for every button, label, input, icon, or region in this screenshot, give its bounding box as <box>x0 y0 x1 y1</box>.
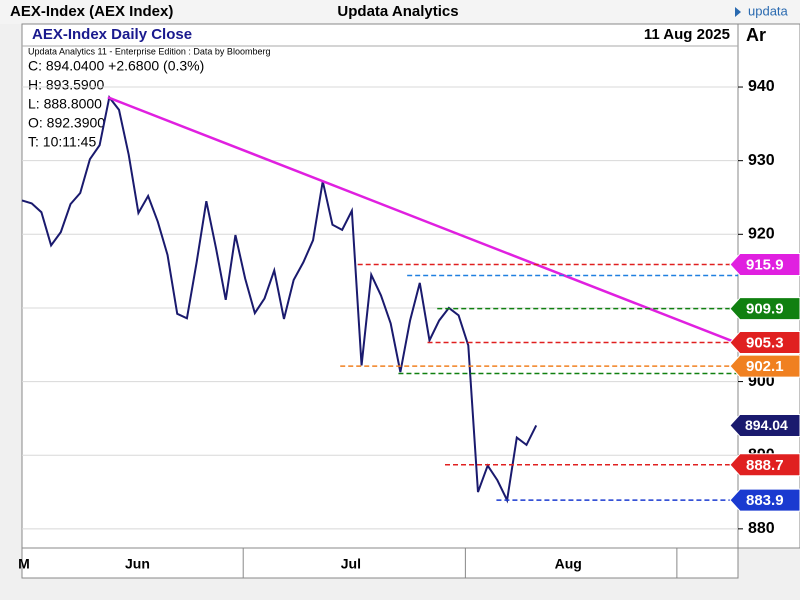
window-title: AEX-Index (AEX Index) <box>10 3 173 20</box>
info-line: Updata Analytics 11 - Enterprise Edition… <box>28 46 270 56</box>
info-line: L: 888.8000 <box>28 96 102 112</box>
x-tick-label: Jun <box>125 556 150 572</box>
logo: updata <box>748 3 789 18</box>
flag-label: 909.9 <box>746 301 784 318</box>
trend-line <box>107 96 739 345</box>
info-line: O: 892.3900 <box>28 115 105 131</box>
info-line: C: 894.0400 +2.6800 (0.3%) <box>28 58 204 74</box>
flag-label: 883.9 <box>746 492 784 509</box>
flag <box>729 413 800 437</box>
flag <box>729 354 800 378</box>
title-bar <box>0 0 800 24</box>
flag <box>729 331 800 355</box>
x-tick-label: Jul <box>341 556 361 572</box>
y-tick-label: 930 <box>748 152 775 169</box>
flag-label: 915.9 <box>746 256 784 273</box>
chart-title: AEX-Index Daily Close <box>32 26 192 43</box>
y-tick-label: 920 <box>748 226 775 243</box>
logo-icon <box>735 7 741 17</box>
y-tick-label: 880 <box>748 520 775 537</box>
price-line <box>21 94 538 504</box>
flag-label: 905.3 <box>746 335 784 352</box>
info-line: H: 893.5900 <box>28 77 104 93</box>
x-tick-label: Aug <box>555 556 582 572</box>
flag <box>729 488 800 512</box>
last-value-label: 894.04 <box>745 417 788 433</box>
y-tick-label: 940 <box>748 78 775 95</box>
flag <box>729 453 800 477</box>
app-title: Updata Analytics <box>337 3 458 20</box>
axis-header: Ar <box>746 25 766 45</box>
info-line: T: 10:11:45 <box>28 134 96 150</box>
x-tick-label: M <box>18 556 30 572</box>
flag <box>729 252 800 276</box>
flag-label: 902.1 <box>746 358 784 375</box>
flag <box>729 297 800 321</box>
date: 11 Aug 2025 <box>644 26 730 43</box>
plot-area <box>21 23 739 549</box>
flag-label: 888.7 <box>746 457 784 474</box>
